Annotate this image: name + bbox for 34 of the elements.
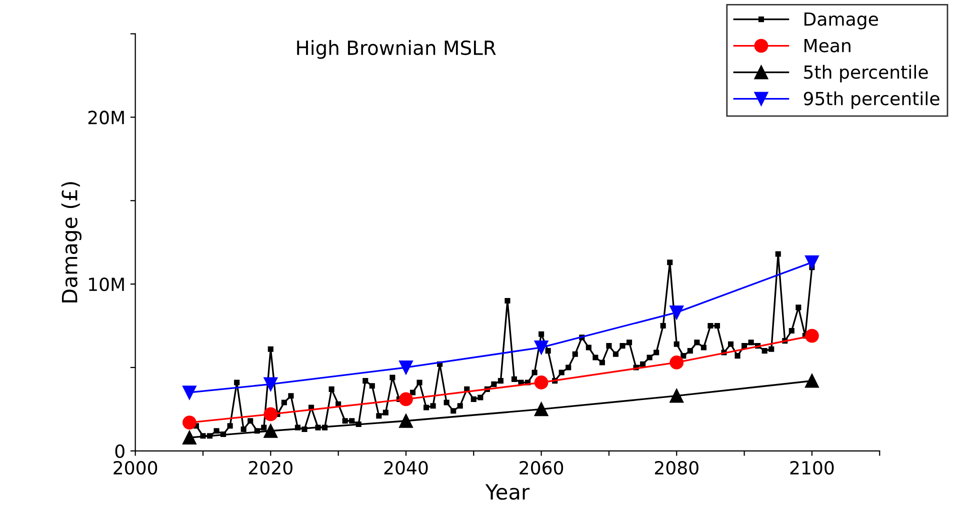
x-tick-label: 2040 bbox=[384, 460, 428, 475]
point bbox=[670, 305, 684, 320]
x-tick-label: 2000 bbox=[114, 460, 158, 475]
point bbox=[670, 356, 684, 370]
point bbox=[399, 392, 413, 406]
x-axis-title: Year bbox=[485, 484, 530, 500]
legend-label: 95th percentile bbox=[804, 91, 940, 109]
point bbox=[534, 376, 548, 390]
x-tick-label: 2100 bbox=[790, 460, 834, 475]
x-tick-label: 2060 bbox=[520, 460, 564, 475]
point bbox=[182, 386, 196, 400]
x-tick-label: 2020 bbox=[249, 460, 292, 475]
point bbox=[264, 407, 278, 422]
point bbox=[264, 424, 278, 438]
legend-label: 5th percentile bbox=[804, 64, 928, 82]
point bbox=[264, 377, 278, 392]
chart-title: High Brownian MSLR bbox=[297, 40, 496, 59]
point bbox=[182, 430, 196, 445]
point bbox=[534, 340, 548, 354]
point bbox=[399, 414, 413, 428]
y-tick-label: 0 bbox=[115, 444, 124, 458]
point bbox=[805, 374, 819, 388]
legend-label: Damage bbox=[804, 12, 878, 30]
point bbox=[670, 388, 684, 403]
y-axis-title: Damage (£) bbox=[61, 182, 82, 302]
point bbox=[805, 328, 819, 343]
y-tick-label: 20M bbox=[88, 110, 124, 124]
point bbox=[182, 416, 196, 430]
point bbox=[399, 360, 413, 374]
point bbox=[534, 402, 548, 416]
point bbox=[805, 255, 819, 270]
legend-label: Mean bbox=[804, 38, 850, 52]
x-tick-label: 2080 bbox=[654, 460, 698, 475]
y-tick-label: 10M bbox=[89, 278, 124, 292]
